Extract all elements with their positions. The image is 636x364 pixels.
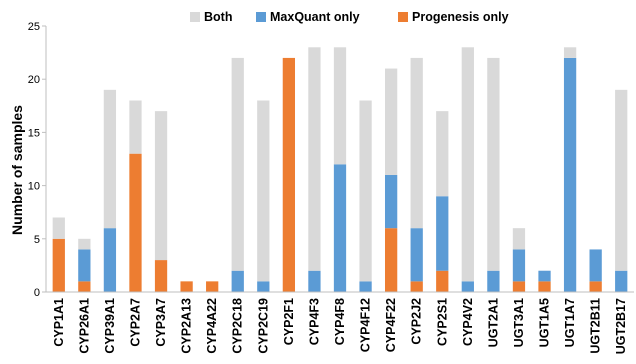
- bar-cyp2s1-progenesis-only: [436, 270, 449, 292]
- bar-ugt3a1-progenesis-only: [512, 281, 526, 292]
- bar-cyp2j2-both: [410, 57, 423, 229]
- bar-ugt2a1-both: [487, 57, 500, 271]
- bar-cyp2a13-progenesis-only: [180, 281, 193, 292]
- bar-cyp2s1-maxquant-only: [436, 196, 449, 271]
- x-tick-label: CYP2C19: [256, 298, 270, 354]
- x-tick-label: CYP4A22: [205, 298, 219, 354]
- y-axis-label: Number of samples: [9, 105, 25, 235]
- bar-cyp26a1-maxquant-only: [78, 249, 91, 282]
- bar-cyp1a1-progenesis-only: [52, 238, 65, 292]
- legend-swatch-maxquant-only: [256, 12, 266, 22]
- y-tick-label: 25: [28, 21, 40, 33]
- x-tick-label: CYP2F1: [282, 298, 296, 345]
- bar-ugt3a1-both: [512, 228, 526, 250]
- bar-cyp4f8-maxquant-only: [333, 164, 347, 292]
- y-tick-label: 0: [34, 287, 40, 299]
- bar-ugt2a1-maxquant-only: [487, 270, 500, 292]
- bar-cyp26a1-both: [78, 238, 91, 250]
- y-tick-label: 20: [28, 74, 40, 86]
- x-tick-label: UGT2B11: [589, 298, 603, 354]
- bar-ugt1a7-both: [563, 47, 577, 58]
- bar-ugt2b17-both: [615, 89, 628, 271]
- bar-cyp4f12-both: [359, 100, 372, 282]
- bar-cyp4f3-both: [308, 47, 321, 271]
- x-tick-label: CYP2S1: [435, 298, 449, 346]
- bar-cyp2c18-both: [231, 57, 244, 271]
- x-tick-label: CYP3A7: [154, 298, 168, 347]
- y-tick-label: 10: [28, 181, 40, 193]
- bar-cyp2c19-maxquant-only: [257, 281, 270, 292]
- x-tick-label: CYP4F22: [384, 298, 398, 352]
- bar-cyp4f22-both: [384, 68, 398, 175]
- bar-cyp2a7-both: [129, 100, 142, 154]
- bar-ugt3a1-maxquant-only: [512, 249, 526, 282]
- bar-cyp2a7-progenesis-only: [129, 153, 142, 292]
- bar-ugt2b11-maxquant-only: [589, 249, 602, 282]
- x-tick-label: CYP4F12: [359, 298, 373, 352]
- bar-ugt2b11-progenesis-only: [589, 281, 602, 292]
- bar-cyp2s1-both: [436, 111, 449, 197]
- bar-cyp2c19-both: [257, 100, 270, 282]
- bar-cyp4f3-maxquant-only: [308, 270, 321, 292]
- legend-swatch-progenesis-only: [398, 12, 408, 22]
- bar-cyp39a1-both: [103, 89, 117, 229]
- legend-label-progenesis-only: Progenesis only: [412, 10, 509, 24]
- bar-cyp4f22-progenesis-only: [384, 228, 398, 292]
- bar-cyp3a7-both: [154, 111, 168, 261]
- legend-label-both: Both: [204, 10, 232, 24]
- bars: [52, 47, 628, 292]
- x-tick-label: CYP4V2: [461, 298, 475, 346]
- x-tick-label: CYP2A13: [180, 298, 194, 354]
- bar-cyp2j2-maxquant-only: [410, 228, 423, 282]
- y-axis: 0 5 10 15 20 25: [28, 21, 47, 299]
- x-tick-label: CYP39A1: [103, 298, 117, 354]
- x-tick-label: CYP2A7: [128, 298, 142, 347]
- bar-cyp4f8-both: [333, 47, 347, 165]
- bar-ugt2b17-maxquant-only: [615, 270, 628, 292]
- bar-cyp2j2-progenesis-only: [410, 281, 423, 292]
- bar-cyp4a22-progenesis-only: [206, 281, 219, 292]
- legend-label-maxquant-only: MaxQuant only: [270, 10, 360, 24]
- x-tick-label: UGT2A1: [486, 298, 500, 347]
- x-axis: CYP1A1 CYP26A1 CYP39A1 CYP2A7 CYP3A7 CYP2A13 C…: [46, 291, 634, 354]
- x-tick-label: CYP2C18: [231, 298, 245, 354]
- bar-ugt1a5-maxquant-only: [538, 270, 551, 282]
- x-tick-label: UGT1A5: [538, 298, 552, 347]
- bar-cyp26a1-progenesis-only: [78, 281, 91, 292]
- bar-cyp1a1-both: [52, 217, 65, 239]
- x-tick-label: CYP4F3: [307, 298, 321, 345]
- bar-cyp4f22-maxquant-only: [384, 174, 398, 229]
- bar-cyp2c18-maxquant-only: [231, 270, 244, 292]
- bar-ugt1a5-progenesis-only: [538, 281, 551, 292]
- y-tick-label: 5: [34, 234, 40, 246]
- y-tick-label: 15: [28, 127, 40, 139]
- x-tick-label: CYP2J2: [410, 298, 424, 345]
- bar-cyp4v2-maxquant-only: [461, 281, 474, 292]
- legend-swatch-both: [190, 12, 200, 22]
- x-tick-label: CYP1A1: [52, 298, 66, 347]
- bar-cyp4f12-maxquant-only: [359, 281, 372, 292]
- bar-cyp39a1-maxquant-only: [103, 228, 117, 292]
- x-tick-label: UGT2B17: [614, 298, 628, 354]
- x-tick-label: CYP4F8: [333, 298, 347, 345]
- x-tick-label: UGT1A7: [563, 298, 577, 347]
- legend: Both MaxQuant only Progenesis only: [190, 10, 509, 24]
- bar-cyp3a7-progenesis-only: [154, 260, 168, 292]
- bar-cyp4v2-both: [461, 47, 474, 282]
- bar-cyp2f1-progenesis-only: [282, 57, 296, 292]
- x-tick-label: CYP26A1: [77, 298, 91, 354]
- x-tick-label: UGT3A1: [512, 298, 526, 347]
- bar-ugt1a7-maxquant-only: [563, 57, 577, 292]
